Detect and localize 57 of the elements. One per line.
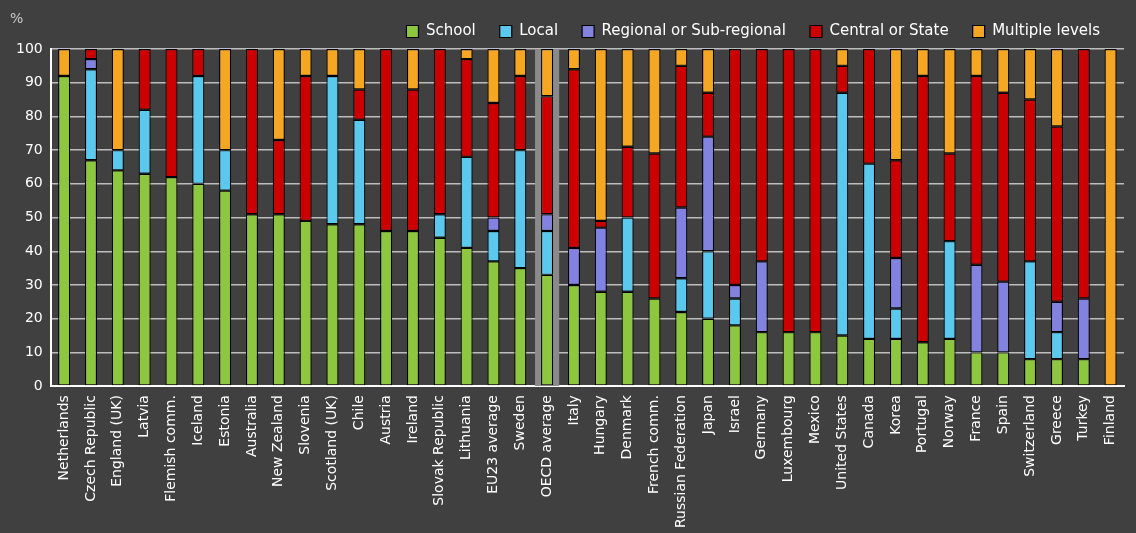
x-tick-label: Netherlands — [54, 395, 71, 481]
x-tick-label: Canada — [859, 395, 876, 449]
x-tick-label: Luxembourg — [779, 395, 796, 483]
x-tick-label: EU23 average — [484, 395, 501, 494]
x-tick-label: Germany — [752, 395, 769, 460]
x-tick-label: Slovenia — [296, 395, 313, 455]
legend-label: School — [425, 21, 476, 40]
x-tick-label: Portugal — [913, 395, 930, 454]
x-tick-label: Russian Federation — [671, 395, 688, 528]
x-tick-label: France — [967, 395, 984, 442]
x-tick-label: Estonia — [215, 395, 232, 447]
x-tick-label: Chile — [349, 395, 366, 431]
y-tick-label: 70 — [24, 140, 43, 157]
y-tick-label: 60 — [24, 174, 43, 191]
x-tick-label: Denmark — [618, 394, 635, 460]
y-tick-label: 0 — [33, 376, 43, 393]
x-tick-label: England (UK) — [108, 395, 125, 487]
y-tick-label: 90 — [24, 73, 43, 90]
x-tick-label: Slovak Republic — [430, 395, 447, 506]
x-tick-label: Turkey — [1074, 395, 1091, 442]
x-tick-label: Switzerland — [1020, 395, 1037, 477]
x-tick-label: Australia — [242, 395, 259, 458]
y-tick-label: 10 — [24, 343, 43, 360]
legend-label: Multiple levels — [992, 21, 1101, 40]
x-tick-label: Mexico — [806, 395, 823, 444]
x-tick-label: New Zealand — [269, 395, 286, 488]
x-tick-label: Czech Republic — [81, 395, 98, 502]
x-tick-label: Spain — [993, 395, 1010, 435]
x-tick-label: Greece — [1047, 395, 1064, 445]
x-tick-label: French comm. — [645, 395, 662, 495]
x-tick-label: Scotland (UK) — [323, 395, 340, 491]
legend-label: Central or State — [829, 21, 949, 40]
legend-label: Regional or Sub-regional — [601, 21, 786, 40]
x-tick-label: Hungary — [591, 395, 608, 455]
x-tick-label: Iceland — [188, 395, 205, 446]
x-tick-label: Israel — [725, 395, 742, 434]
x-tick-label: Norway — [940, 395, 957, 449]
x-tick-label: Italy — [564, 395, 581, 426]
x-tick-label: Flemish comm. — [162, 395, 179, 502]
x-tick-label: Korea — [886, 395, 903, 435]
x-tick-label: Ireland — [403, 395, 420, 444]
y-tick-label: 40 — [24, 241, 43, 258]
y-tick-label: 100 — [15, 39, 43, 56]
x-tick-label: Finland — [1101, 395, 1118, 446]
y-tick-label: 50 — [24, 208, 43, 225]
x-tick-label: OECD average — [537, 395, 554, 498]
x-tick-label: Austria — [376, 395, 393, 445]
y-axis-title: % — [10, 9, 24, 26]
x-tick-label: Sweden — [510, 395, 527, 451]
y-tick-label: 30 — [24, 275, 43, 292]
x-tick-label: United States — [832, 395, 849, 490]
y-tick-label: 20 — [24, 309, 43, 326]
legend-label: Local — [519, 21, 559, 40]
y-tick-label: 80 — [24, 107, 43, 124]
x-tick-label: Lithuania — [457, 395, 474, 460]
x-tick-label: Latvia — [135, 395, 152, 438]
x-tick-label: Japan — [698, 395, 715, 436]
